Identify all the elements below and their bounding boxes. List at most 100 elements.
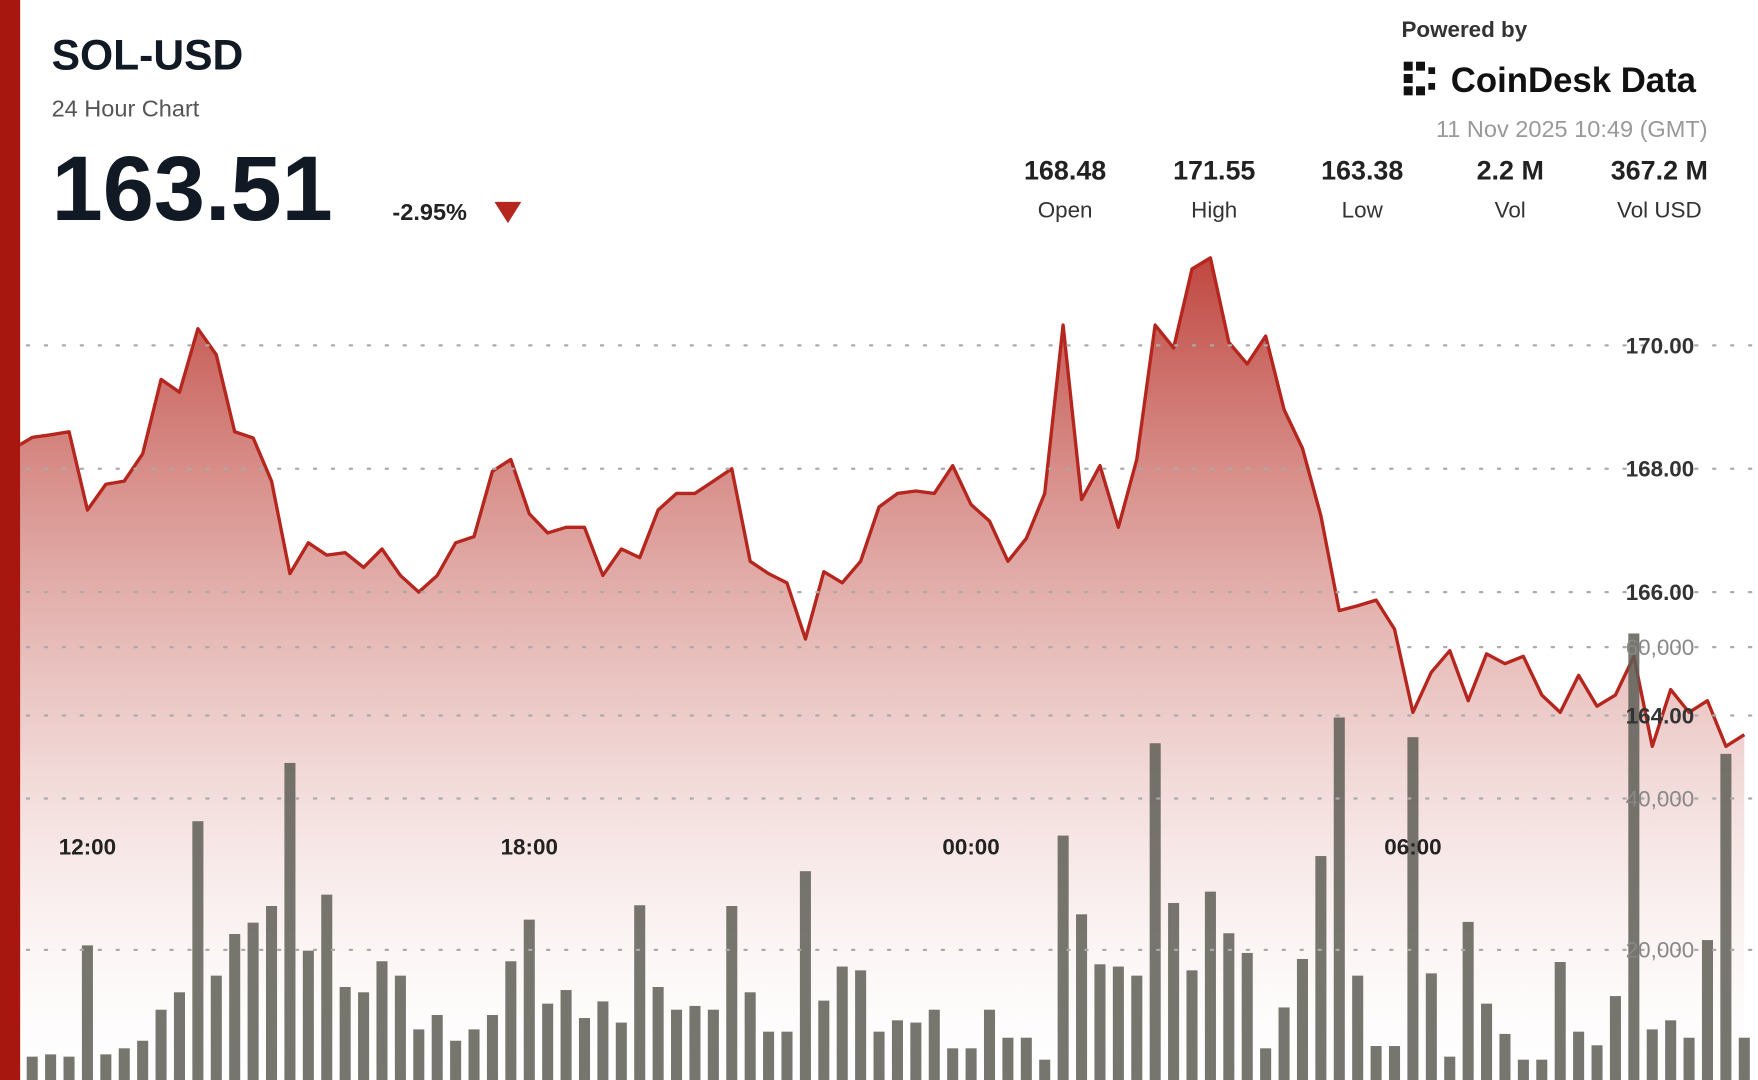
- x-tick-label: 12:00: [59, 835, 116, 860]
- volume-bar: [155, 1009, 167, 1080]
- y-tick-label: 164.00: [1626, 703, 1695, 728]
- volume-bar: [1370, 1046, 1382, 1080]
- volume-bar: [63, 1056, 75, 1080]
- volume-bar: [1315, 856, 1327, 1080]
- volume-bar: [634, 905, 646, 1080]
- volume-bar: [1241, 952, 1253, 1080]
- accent-bar: [0, 0, 21, 1080]
- volume-bar: [1186, 970, 1198, 1080]
- price: 163.51: [52, 138, 333, 240]
- volume-bar: [855, 970, 867, 1080]
- volume-bar: [910, 1022, 922, 1080]
- volume-bar: [1481, 1003, 1493, 1080]
- volume-bar: [1076, 914, 1088, 1080]
- stat-label: High: [1191, 198, 1237, 223]
- volume-bar: [781, 1031, 793, 1080]
- volume-bar: [118, 1048, 130, 1080]
- volume-bar: [1665, 1020, 1677, 1080]
- volume-bar: [1131, 975, 1143, 1080]
- volume-bar: [1112, 966, 1124, 1080]
- volume-bar: [1536, 1059, 1548, 1080]
- volume-bar: [873, 1031, 885, 1080]
- volume-bar: [137, 1040, 149, 1080]
- volume-bar: [597, 1001, 609, 1080]
- volume-bar: [1462, 921, 1474, 1080]
- volume-bar: [358, 992, 370, 1080]
- volume-bar: [1149, 743, 1161, 1080]
- stat-value: 168.48: [1024, 155, 1106, 185]
- volume-bar: [505, 961, 517, 1080]
- x-tick-label: 18:00: [501, 835, 558, 860]
- volume-bar: [1591, 1045, 1603, 1080]
- y-tick-label: 168.00: [1626, 457, 1695, 482]
- volume-bar: [1352, 975, 1364, 1080]
- y-tick-label: 166.00: [1626, 580, 1695, 605]
- volume-bar: [818, 1000, 830, 1080]
- volume-bar: [376, 961, 388, 1080]
- change: -2.95%: [392, 199, 467, 225]
- volume-bar: [1260, 1048, 1272, 1080]
- volume-bar: [210, 975, 222, 1080]
- volume-bar: [247, 922, 259, 1080]
- axes: 164.00 166.00 168.00 170.00 20,000 40,000 60,0…: [25, 333, 1758, 963]
- volume-bar: [947, 1048, 959, 1080]
- volume-bar: [1002, 1037, 1014, 1080]
- volume-bar: [726, 906, 738, 1080]
- volume-bar: [1388, 1046, 1401, 1080]
- volume-bar: [81, 945, 93, 1080]
- volume-bar: [173, 992, 186, 1080]
- price-line: [20, 256, 1746, 749]
- volume-bar: [468, 1029, 480, 1080]
- volume-bar: [1020, 1037, 1032, 1080]
- volume-bar: [1720, 753, 1732, 1080]
- volume-bar: [689, 1005, 701, 1080]
- volume-bar: [560, 990, 572, 1080]
- volume-bar: [671, 1009, 683, 1080]
- volume-bar: [100, 1054, 112, 1080]
- symbol: SOL-USD: [52, 32, 244, 80]
- timestamp: 11 Nov 2025 10:49 (GMT): [1436, 116, 1708, 142]
- down-arrow: [494, 201, 522, 224]
- volume-bar: [799, 871, 811, 1080]
- volume-bar: [1223, 933, 1235, 1080]
- volume-bar: [45, 1054, 57, 1080]
- volume-bar: [983, 1009, 996, 1080]
- volume-bar: [266, 906, 278, 1080]
- y-tick-label: 170.00: [1626, 333, 1695, 358]
- y2-tick-label: 20,000: [1626, 938, 1695, 963]
- volume-bar: [1628, 633, 1640, 1080]
- volume-bar: [431, 1015, 443, 1080]
- volume-bar: [302, 950, 314, 1080]
- volume-bar: [339, 987, 351, 1080]
- volume-bar: [450, 1040, 462, 1080]
- stat-label: Vol USD: [1617, 198, 1702, 223]
- volume-bar: [1701, 940, 1714, 1080]
- volume-bar: [744, 992, 756, 1080]
- volume-bar: [192, 821, 204, 1080]
- volume-bar: [763, 1031, 775, 1080]
- stat-label: Low: [1342, 198, 1384, 223]
- volume-bar: [1407, 737, 1419, 1080]
- volume-bar: [1168, 902, 1180, 1080]
- stat-label: Open: [1038, 198, 1093, 223]
- volume-bar: [707, 1009, 719, 1080]
- x-tick-label: 00:00: [942, 835, 999, 860]
- volume-bar: [1425, 973, 1437, 1080]
- powered-by: Powered by: [1401, 17, 1527, 42]
- volume-bar: [615, 1022, 627, 1080]
- stat-value: 367.2 M: [1611, 155, 1708, 185]
- x-tick-label: 06:00: [1384, 835, 1441, 860]
- volume-bar: [1296, 958, 1308, 1080]
- volume-bar: [578, 1018, 591, 1080]
- brand-icon: [1403, 61, 1436, 96]
- volume-bar: [1738, 1037, 1750, 1080]
- area-fill: [20, 257, 1745, 1080]
- volume-bar: [26, 1056, 38, 1080]
- volume-bar: [229, 934, 241, 1080]
- volume-bar: [891, 1020, 903, 1080]
- volume-bar: [965, 1048, 977, 1080]
- volume-bar: [321, 894, 333, 1080]
- volume-bar: [652, 987, 664, 1080]
- brand: CoinDesk Data: [1451, 62, 1697, 100]
